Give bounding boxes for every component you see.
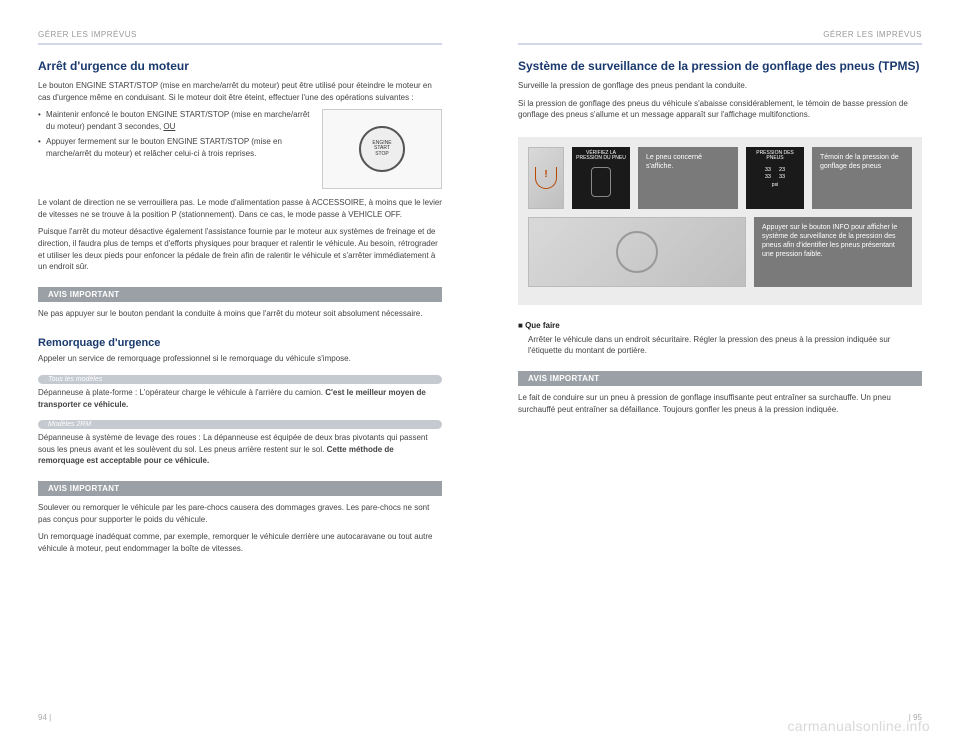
notice-3-body: Le fait de conduire sur un pneu à pressi… [518,392,922,415]
tpms-p2: Si la pression de gonflage des pneus du … [518,98,922,121]
watermark: carmanualsonline.info [788,718,931,734]
engine-intro: Le bouton ENGINE START/STOP (mise en mar… [38,80,442,103]
tpms-display-block: VÉRIFIEZ LA PRESSION DU PNEU Le pneu con… [518,137,922,305]
tpms-p1: Surveille la pression de gonflage des pn… [518,80,922,92]
steering-wheel-icon [616,231,658,273]
right-page: GÉRER LES IMPRÉVUS Système de surveillan… [480,30,960,742]
tpms-row-2: Appuyer sur le bouton INFO pour afficher… [528,217,912,287]
notice-2a: Soulever ou remorquer le véhicule par le… [38,502,442,525]
engine-step-2: Appuyer fermement sur le bouton ENGINE S… [38,136,312,159]
dash-panel-pressure: PRESSION DES PNEUS 33 23 33 33 psi [746,147,804,209]
notice-label-3: AVIS IMPORTANT [518,371,922,386]
notice-label-2: AVIS IMPORTANT [38,481,442,496]
engine-p2: Le volant de direction ne se verrouiller… [38,197,442,220]
notice-1-body: Ne pas appuyer sur le bouton pendant la … [38,308,442,320]
engine-button-figure: ENGINE START STOP [322,109,442,189]
que-faire-body: Arrêter le véhicule dans un endroit sécu… [518,334,922,357]
engine-p3: Puisque l'arrêt du moteur désactive égal… [38,226,442,272]
engine-row: Maintenir enfoncé le bouton ENGINE START… [38,109,442,189]
dashboard-photo-2 [528,217,746,287]
wheel-lift-body: Dépanneuse à système de levage des roues… [38,432,442,467]
car-top-icon [591,167,611,197]
notice-label-1: AVIS IMPORTANT [38,287,442,302]
tag-all-models: Tous les modèles [38,375,442,384]
engine-steps: Maintenir enfoncé le bouton ENGINE START… [38,109,312,159]
dashboard-photo-1 [528,147,564,209]
heading-engine-stop: Arrêt d'urgence du moteur [38,59,442,74]
running-header-left: GÉRER LES IMPRÉVUS [38,30,442,45]
caption-affected-tire: Le pneu concerné s'affiche. [638,147,738,209]
engine-start-stop-icon: ENGINE START STOP [359,126,405,172]
running-header-right: GÉRER LES IMPRÉVUS [518,30,922,45]
left-page: GÉRER LES IMPRÉVUS Arrêt d'urgence du mo… [0,30,480,742]
flatbed-body: Dépanneuse à plate-forme : L'opérateur c… [38,387,442,410]
page-spread: GÉRER LES IMPRÉVUS Arrêt d'urgence du mo… [0,0,960,742]
caption-info-button: Appuyer sur le bouton INFO pour afficher… [754,217,912,287]
que-faire-label: Que faire [518,321,922,330]
tag-2rm: Modèles 2RM [38,420,442,429]
tpms-row-1: VÉRIFIEZ LA PRESSION DU PNEU Le pneu con… [528,147,912,209]
tire-readout: 33 23 33 33 [765,167,785,180]
dash-panel-check: VÉRIFIEZ LA PRESSION DU PNEU [572,147,630,209]
tpms-warning-icon [535,167,557,189]
towing-intro: Appeler un service de remorquage profess… [38,353,442,365]
engine-step-1: Maintenir enfoncé le bouton ENGINE START… [38,109,312,132]
caption-pressure-indicator: Témoin de la pression de gonflage des pn… [812,147,912,209]
page-number-left: 94 | [38,713,51,722]
heading-tpms: Système de surveillance de la pression d… [518,59,922,74]
heading-towing: Remorquage d'urgence [38,337,442,349]
notice-2b: Un remorquage inadéquat comme, par exemp… [38,531,442,554]
